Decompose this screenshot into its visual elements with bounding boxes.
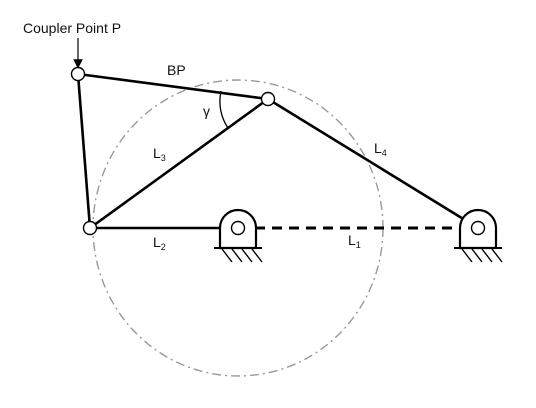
coupler-arm-ap [76, 73, 92, 229]
gamma-label: γ [203, 103, 210, 119]
l1-label-sub: 1 [356, 240, 361, 250]
joint-o4 [470, 220, 486, 236]
l4-label-main: L [374, 140, 382, 156]
joint-o2 [230, 220, 246, 236]
l2-label: L2 [153, 234, 166, 252]
coupler-link-l3 [89, 97, 269, 230]
l4-label: L4 [374, 140, 387, 158]
l3-label: L3 [153, 145, 166, 163]
joint-coupler-point-p [70, 66, 86, 82]
l1-label: L1 [348, 232, 361, 250]
l1-label-main: L [348, 232, 356, 248]
l3-label-main: L [153, 145, 161, 161]
joint-a [82, 220, 98, 236]
ground-support-o2 [214, 208, 263, 263]
rocker-link-l4 [267, 97, 479, 230]
l2-label-sub: 2 [161, 242, 166, 252]
bp-label: BP [167, 62, 186, 78]
coupler-arm-bp [77, 72, 269, 101]
joint-b [260, 91, 276, 107]
l2-label-main: L [153, 234, 161, 250]
l3-label-sub: 3 [161, 153, 166, 163]
coupler-point-label: Coupler Point P [23, 20, 121, 36]
gamma-angle-arc [219, 90, 229, 129]
l4-label-sub: 4 [382, 148, 387, 158]
